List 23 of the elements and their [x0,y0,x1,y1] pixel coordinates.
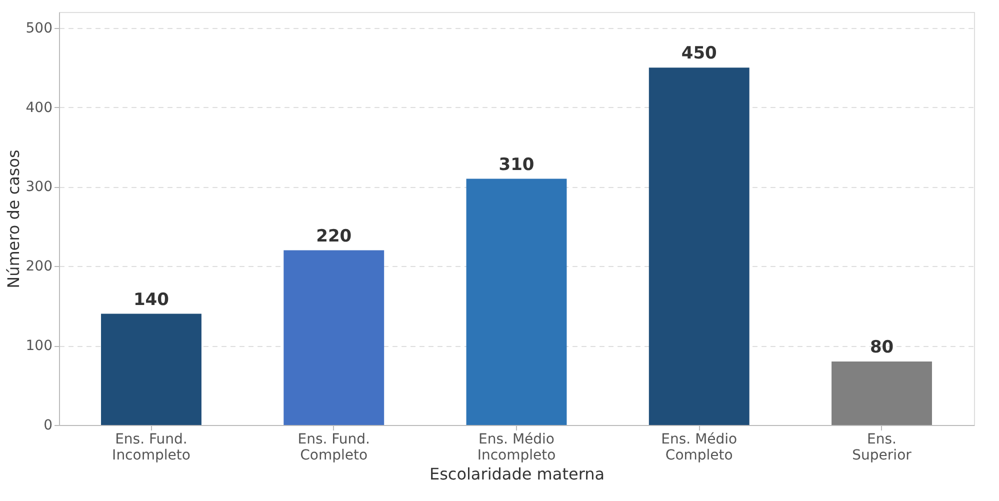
x-tick-label: Ens. Médio Incompleto [477,432,556,464]
data-label: 310 [498,154,534,175]
bar [648,68,750,425]
x-axis-title: Escolaridade materna [429,464,605,484]
y-tick-label: 100 [26,338,52,354]
bar [101,314,202,425]
y-tick-label: 200 [26,258,52,275]
x-tick-label: Ens. Fund. Completo [298,432,370,464]
data-label: 450 [681,44,718,64]
y-tick-label: 500 [26,20,52,36]
y-tick-label: 300 [26,179,52,196]
y-tick-label: 0 [44,418,52,434]
x-tick-label: Ens. Superior [852,432,912,464]
data-label: 220 [316,226,352,246]
x-tick-label: Ens. Fund. Incompleto [112,432,190,464]
x-tick-label: Ens. Médio Completo [661,432,738,464]
bar [284,250,384,425]
y-tick-label: 400 [26,100,52,116]
data-label: 80 [870,337,894,358]
bar [832,361,932,425]
bar [466,178,567,425]
y-axis-title: Número de casos [4,150,23,288]
data-label: 140 [133,290,170,310]
